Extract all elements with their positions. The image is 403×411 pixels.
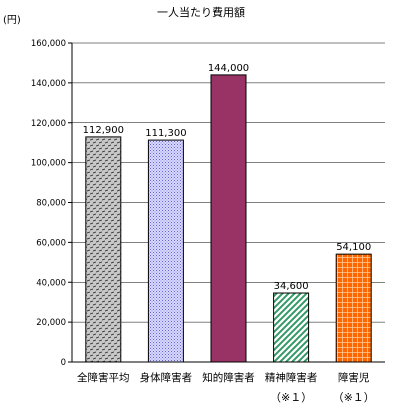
bar bbox=[210, 74, 247, 363]
bar bbox=[273, 292, 310, 363]
y-tick-label: 100,000 bbox=[31, 159, 66, 169]
bar bbox=[85, 136, 122, 363]
y-tick-label: 60,000 bbox=[36, 238, 66, 248]
y-tick-label: 80,000 bbox=[36, 199, 66, 209]
y-tick-label: 0 bbox=[61, 358, 66, 368]
y-axis-ticks: 0 20,000 40,000 60,000 80,000 100,000 120,000 1… bbox=[31, 39, 72, 368]
x-tick-label: 知的障害者 bbox=[202, 371, 255, 384]
y-tick-label: 120,000 bbox=[31, 119, 66, 129]
x-tick-label: 精神障害者 bbox=[265, 371, 318, 384]
x-tick-label: 身体障害者 bbox=[140, 371, 193, 384]
data-labels: 112,900 111,300 144,000 34,600 54,100 bbox=[83, 63, 372, 292]
y-tick-label: 20,000 bbox=[36, 318, 66, 328]
data-label: 34,600 bbox=[274, 281, 309, 292]
data-label: 112,900 bbox=[83, 125, 124, 136]
data-label: 54,100 bbox=[336, 242, 371, 253]
y-tick-label: 40,000 bbox=[36, 278, 66, 288]
y-tick-label: 140,000 bbox=[31, 79, 66, 89]
x-tick-label: 障害児 bbox=[338, 371, 370, 384]
y-tick-label: 160,000 bbox=[31, 39, 66, 49]
x-tick-label: 全障害平均 bbox=[77, 371, 130, 384]
data-label: 111,300 bbox=[145, 128, 186, 139]
x-tick-note: （※１） bbox=[270, 391, 312, 404]
bars bbox=[85, 74, 372, 363]
x-axis-ticks: 全障害平均 身体障害者 知的障害者 精神障害者 （※１） 障害児 （※１） bbox=[77, 371, 375, 404]
chart-title: 一人当たり費用額 bbox=[157, 5, 245, 19]
data-label: 144,000 bbox=[208, 63, 249, 74]
bar bbox=[147, 139, 184, 363]
bar bbox=[335, 253, 372, 363]
x-tick-note: （※１） bbox=[333, 391, 375, 404]
y-axis-unit: (円) bbox=[3, 15, 21, 26]
